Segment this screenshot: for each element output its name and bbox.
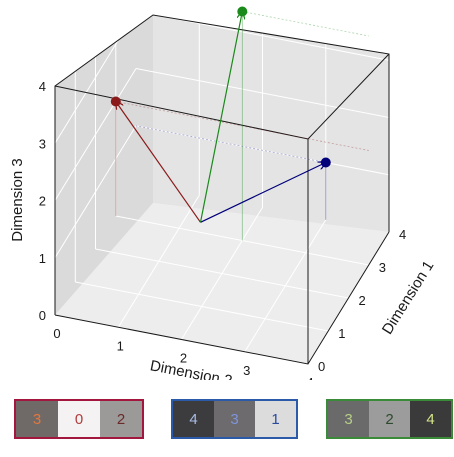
- vectors: [110, 6, 331, 223]
- x-tick-label: 4: [306, 375, 313, 380]
- x-tick-label: 1: [117, 338, 124, 353]
- green-vector-point: [237, 6, 248, 17]
- y-tick-label: 0: [318, 359, 325, 374]
- z-axis-title: Dimension 3: [9, 158, 26, 241]
- y-axis-title: Dimension 1: [379, 258, 438, 338]
- x-tick-label: 0: [53, 326, 60, 341]
- y-axis-tick-labels: 0 1 2 3 4: [318, 227, 406, 374]
- swatch-cell: 4: [410, 401, 451, 437]
- swatch-cell: 4: [173, 401, 214, 437]
- z-tick-label: 3: [39, 136, 46, 151]
- green-projection-line: [242, 11, 369, 37]
- swatch-cell: 3: [328, 401, 369, 437]
- z-tick-label: 4: [39, 79, 46, 94]
- swatch-cell: 3: [214, 401, 255, 437]
- green-vector-arrow: [199, 12, 243, 223]
- z-tick-label: 0: [39, 308, 46, 323]
- y-tick-label: 1: [338, 326, 345, 341]
- z-axis-tick-labels: 0 1 2 3 4: [39, 79, 46, 323]
- red-projection-line: [115, 101, 369, 151]
- blue-vector-swatch: 4 3 1: [171, 399, 298, 439]
- y-tick-label: 2: [359, 293, 366, 308]
- red-vector-arrow: [116, 102, 201, 223]
- floor-pane: [55, 203, 389, 364]
- swatch-cell: 3: [16, 401, 58, 437]
- x-axis-title: Dimension 2: [149, 357, 234, 380]
- blue-projection-line: [135, 125, 326, 163]
- y-tick-label: 3: [379, 260, 386, 275]
- red-vector-point: [110, 96, 121, 107]
- grid-lines: [54, 0, 390, 353]
- 3d-vector-plot: 0 1 2 3 4 0 1 2 3 4 0 1 2 3 4 Dimension 2 Dimension …: [9, 0, 438, 380]
- swatch-cell: 2: [100, 401, 142, 437]
- green-vector-swatch: 3 2 4: [326, 399, 453, 439]
- swatch-cell: 1: [255, 401, 296, 437]
- back-wall-pane: [153, 15, 389, 232]
- blue-vector-point: [320, 157, 331, 168]
- box-frame: [54, 14, 390, 365]
- z-tick-label: 1: [39, 251, 46, 266]
- z-tick-label: 2: [39, 194, 46, 209]
- x-tick-label: 3: [243, 363, 250, 378]
- swatch-cell: 0: [58, 401, 100, 437]
- y-tick-label: 4: [399, 227, 406, 242]
- x-tick-label: 2: [180, 351, 187, 366]
- blue-vector-arrow: [200, 163, 326, 223]
- red-vector-swatch: 3 0 2: [14, 399, 144, 439]
- left-wall-pane: [55, 15, 153, 315]
- swatch-cell: 2: [369, 401, 410, 437]
- x-axis-tick-labels: 0 1 2 3 4: [53, 326, 313, 380]
